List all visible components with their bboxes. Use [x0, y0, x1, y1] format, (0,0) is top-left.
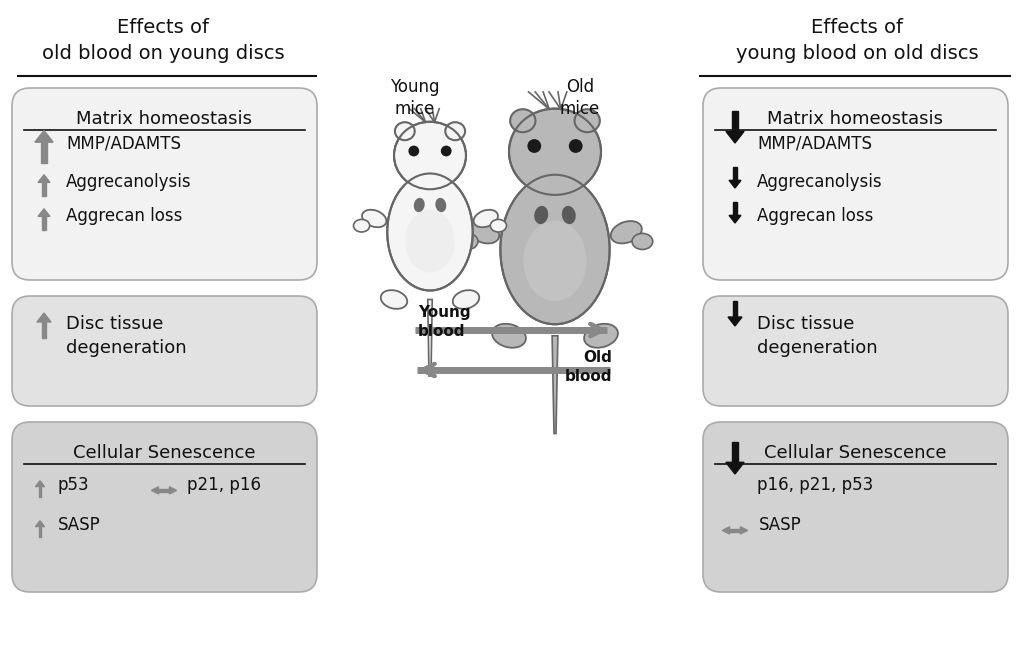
Ellipse shape — [393, 122, 466, 189]
Circle shape — [569, 139, 582, 153]
Polygon shape — [36, 481, 45, 487]
Ellipse shape — [500, 175, 609, 324]
Text: Disc tissue
degeneration: Disc tissue degeneration — [756, 315, 876, 357]
Text: Matrix homeostasis: Matrix homeostasis — [766, 110, 943, 128]
Polygon shape — [732, 441, 737, 462]
Polygon shape — [732, 111, 737, 131]
FancyBboxPatch shape — [12, 88, 317, 280]
Ellipse shape — [510, 109, 535, 132]
Polygon shape — [729, 215, 740, 223]
Polygon shape — [733, 167, 736, 180]
FancyBboxPatch shape — [12, 296, 317, 406]
Ellipse shape — [354, 219, 369, 232]
Text: p16, p21, p53: p16, p21, p53 — [756, 476, 872, 494]
Ellipse shape — [561, 206, 575, 224]
Ellipse shape — [452, 290, 479, 309]
Text: Aggrecanolysis: Aggrecanolysis — [66, 173, 192, 191]
Text: MMP/ADAMTS: MMP/ADAMTS — [66, 135, 180, 153]
Polygon shape — [39, 527, 41, 537]
Ellipse shape — [508, 109, 600, 195]
Text: Cellular Senescence: Cellular Senescence — [73, 444, 256, 462]
Ellipse shape — [387, 174, 472, 291]
Text: young blood on old discs: young blood on old discs — [735, 44, 977, 63]
Ellipse shape — [523, 167, 586, 213]
Text: old blood on young discs: old blood on young discs — [42, 44, 284, 63]
Ellipse shape — [534, 206, 547, 224]
Polygon shape — [740, 527, 747, 534]
Text: Young
blood: Young blood — [418, 305, 470, 339]
Text: Young
mice: Young mice — [390, 78, 439, 118]
Ellipse shape — [405, 210, 454, 272]
Polygon shape — [729, 529, 740, 532]
Ellipse shape — [574, 109, 599, 132]
Circle shape — [527, 139, 541, 153]
Text: p53: p53 — [58, 476, 90, 494]
Text: SASP: SASP — [758, 516, 801, 534]
Ellipse shape — [584, 324, 618, 348]
Polygon shape — [38, 209, 50, 216]
FancyBboxPatch shape — [702, 296, 1007, 406]
Ellipse shape — [394, 122, 415, 140]
Text: Aggrecan loss: Aggrecan loss — [756, 207, 872, 225]
Text: Old
blood: Old blood — [564, 350, 611, 384]
Circle shape — [408, 145, 419, 157]
Polygon shape — [151, 487, 158, 494]
Ellipse shape — [362, 210, 386, 227]
Ellipse shape — [380, 290, 407, 309]
FancyBboxPatch shape — [702, 88, 1007, 280]
Polygon shape — [37, 313, 51, 322]
Circle shape — [440, 145, 451, 157]
Polygon shape — [42, 216, 46, 230]
Polygon shape — [36, 521, 45, 527]
Ellipse shape — [473, 210, 497, 227]
Polygon shape — [42, 322, 46, 338]
Text: Aggrecanolysis: Aggrecanolysis — [756, 173, 881, 191]
Polygon shape — [158, 489, 169, 492]
Polygon shape — [728, 317, 741, 326]
Ellipse shape — [457, 233, 478, 250]
Polygon shape — [38, 175, 50, 182]
Polygon shape — [729, 180, 740, 188]
Text: Cellular Senescence: Cellular Senescence — [763, 444, 946, 462]
Text: Matrix homeostasis: Matrix homeostasis — [76, 110, 253, 128]
Ellipse shape — [468, 221, 498, 244]
Polygon shape — [42, 142, 47, 163]
Polygon shape — [35, 130, 53, 142]
Polygon shape — [42, 182, 46, 196]
Ellipse shape — [632, 233, 652, 250]
Text: Disc tissue
degeneration: Disc tissue degeneration — [66, 315, 186, 357]
Polygon shape — [726, 462, 744, 474]
Text: Effects of: Effects of — [810, 18, 902, 37]
Polygon shape — [733, 202, 736, 215]
Ellipse shape — [435, 198, 446, 212]
Text: SASP: SASP — [58, 516, 101, 534]
Ellipse shape — [543, 169, 566, 185]
Ellipse shape — [445, 122, 465, 140]
Polygon shape — [551, 336, 557, 434]
Polygon shape — [169, 487, 176, 494]
Text: MMP/ADAMTS: MMP/ADAMTS — [756, 135, 871, 153]
Text: Aggrecan loss: Aggrecan loss — [66, 207, 182, 225]
Ellipse shape — [414, 198, 424, 212]
Ellipse shape — [491, 324, 526, 348]
Polygon shape — [427, 299, 432, 376]
Ellipse shape — [421, 169, 438, 181]
Text: Effects of: Effects of — [117, 18, 209, 37]
Text: Old
mice: Old mice — [559, 78, 599, 118]
FancyBboxPatch shape — [702, 422, 1007, 592]
FancyBboxPatch shape — [12, 422, 317, 592]
Polygon shape — [733, 301, 737, 317]
Ellipse shape — [610, 221, 641, 244]
Polygon shape — [721, 527, 729, 534]
Polygon shape — [726, 131, 744, 143]
Text: p21, p16: p21, p16 — [186, 476, 261, 494]
Polygon shape — [39, 487, 41, 497]
Ellipse shape — [523, 221, 586, 301]
Ellipse shape — [405, 167, 454, 203]
Ellipse shape — [490, 219, 506, 232]
